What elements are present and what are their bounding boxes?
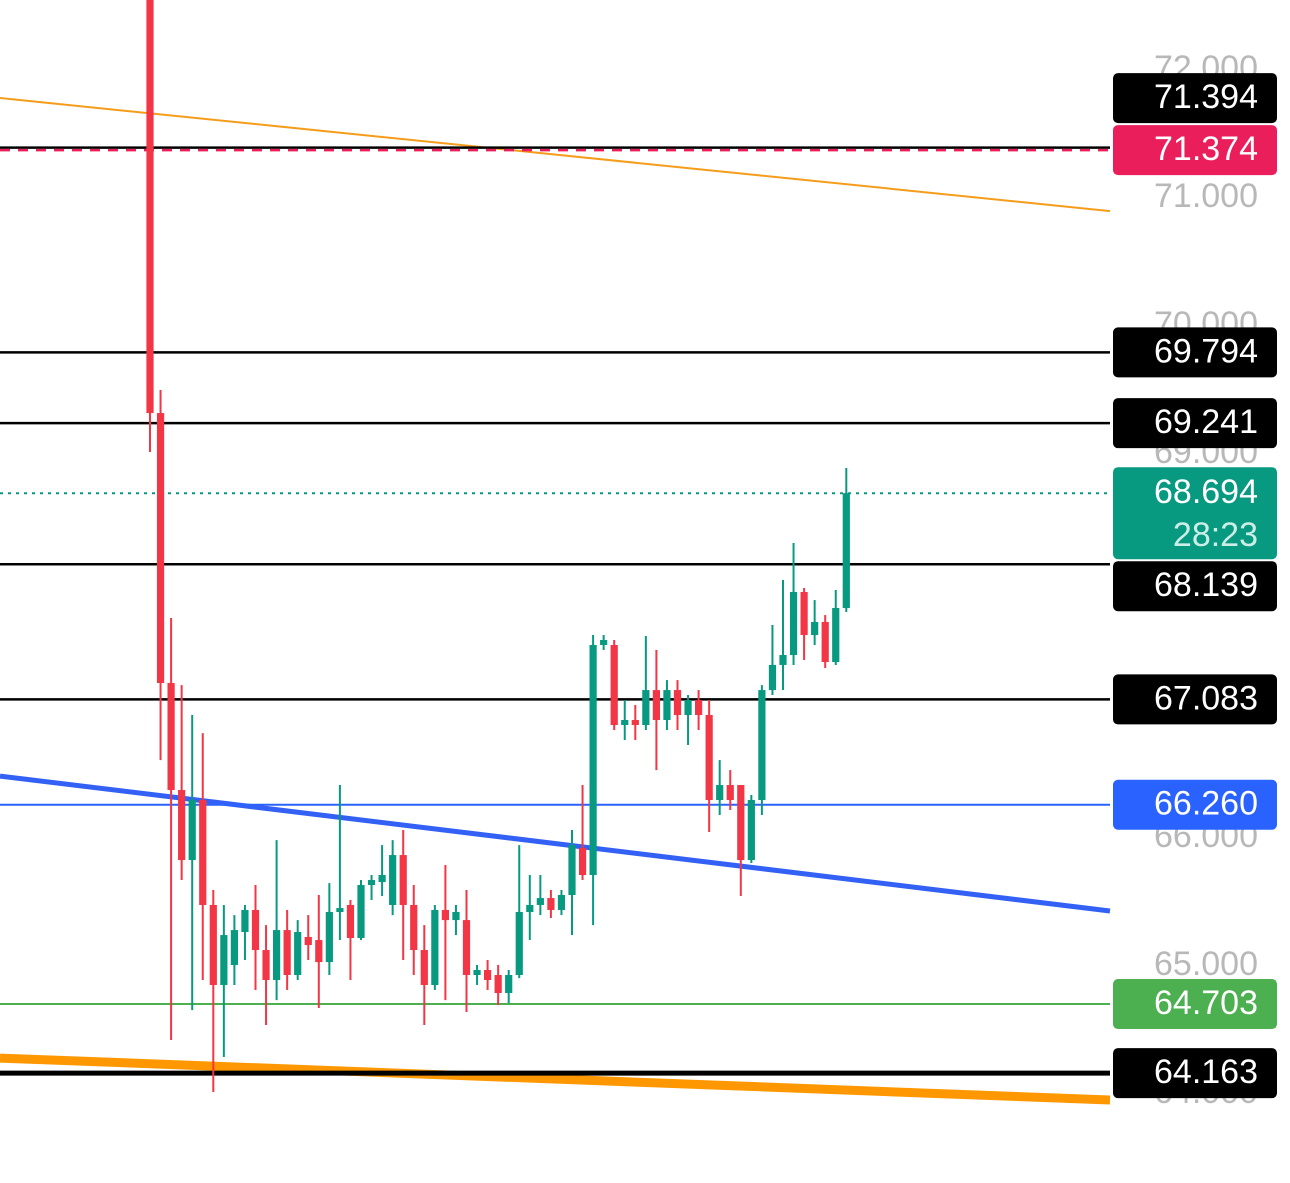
candle-body [842,493,850,609]
candle-body [241,909,249,932]
candle-body [357,885,365,939]
candle-body [462,920,471,975]
price-label: 71.394 [1154,78,1258,116]
candle-body [441,909,449,921]
candle-body [557,894,566,910]
candle-body [652,690,660,721]
candle-body [378,875,386,883]
price-label: 69.794 [1154,332,1258,370]
candle-body [673,690,682,716]
price-label-bg [1113,1048,1277,1099]
candle-body [452,912,460,921]
candle-body [199,800,207,905]
candle-body [832,608,840,663]
last-price-label: 68.694 [1154,473,1258,511]
candle-body [389,855,397,905]
price-label-bg [1113,398,1277,449]
candle-body [251,909,260,951]
candle-body [273,930,281,980]
candle-body [547,898,555,910]
candle-body [431,909,439,985]
candle-body [684,700,692,716]
candle-body [695,700,703,716]
candle-body [716,785,724,801]
candle-body [346,904,355,939]
price-label-bg [1113,125,1277,176]
candle-body [800,592,808,636]
price-label: 71.374 [1154,130,1258,168]
price-label: 64.163 [1154,1053,1258,1091]
price-label: 69.241 [1154,403,1258,441]
y-tick-label: 71.000 [1154,177,1258,215]
candle-body [737,785,745,861]
candle-body [726,785,734,801]
candle-body [758,690,766,801]
price-label-bg [1113,779,1277,830]
candle-body [146,0,154,414]
price-label-bg [1113,561,1277,612]
candle-body [209,904,217,985]
candle-body [167,683,175,791]
candle-body [526,904,534,913]
countdown-label: 28:23 [1173,516,1258,554]
candle-body [610,645,618,726]
candle-body [156,413,165,684]
price-label: 64.703 [1154,984,1258,1022]
candle-body [621,720,629,726]
candle-body [811,621,819,636]
last-price-label-bg [1113,467,1277,560]
candles [146,0,850,1092]
candle-body [336,908,344,913]
price-label-bg [1113,73,1277,124]
price-label: 68.139 [1154,566,1258,604]
candle-body [705,715,713,801]
price-label-bg [1113,979,1277,1030]
candle-body [568,845,576,895]
y-tick-label: 65.000 [1154,945,1258,983]
candle-body [600,640,608,646]
candle-body [399,855,407,905]
candle-body [589,645,597,876]
candle-body [484,970,492,980]
candle-body [304,936,312,946]
price-label: 66.260 [1154,785,1258,823]
candle-body [420,950,428,985]
candle-body [494,974,502,994]
candle-body [230,930,238,966]
candle-body [578,848,587,876]
candle-body [220,935,228,985]
candle-body [473,970,481,975]
price-label: 67.083 [1154,679,1258,717]
candle-body [262,950,270,980]
candle-body [768,664,777,691]
price-label-bg [1113,327,1277,378]
candle-body [747,800,755,861]
trend-line [0,97,1111,213]
candle-body [515,912,523,975]
candle-body [410,904,418,951]
candle-body [315,940,323,963]
candle-body [631,720,639,726]
candle-body [779,654,787,665]
candle-body [789,592,798,655]
candle-body [188,800,196,861]
candle-body [536,898,544,905]
candle-body [178,790,186,861]
candle-body [505,974,513,994]
price-label-bg [1113,674,1277,725]
candle-body [821,621,829,663]
candle-body [367,880,376,886]
candle-body [283,930,291,975]
candle-body [663,690,671,721]
candle-body [294,931,302,975]
candle-body [325,912,333,963]
candle-body [642,690,650,726]
trend-line [0,1053,1111,1105]
